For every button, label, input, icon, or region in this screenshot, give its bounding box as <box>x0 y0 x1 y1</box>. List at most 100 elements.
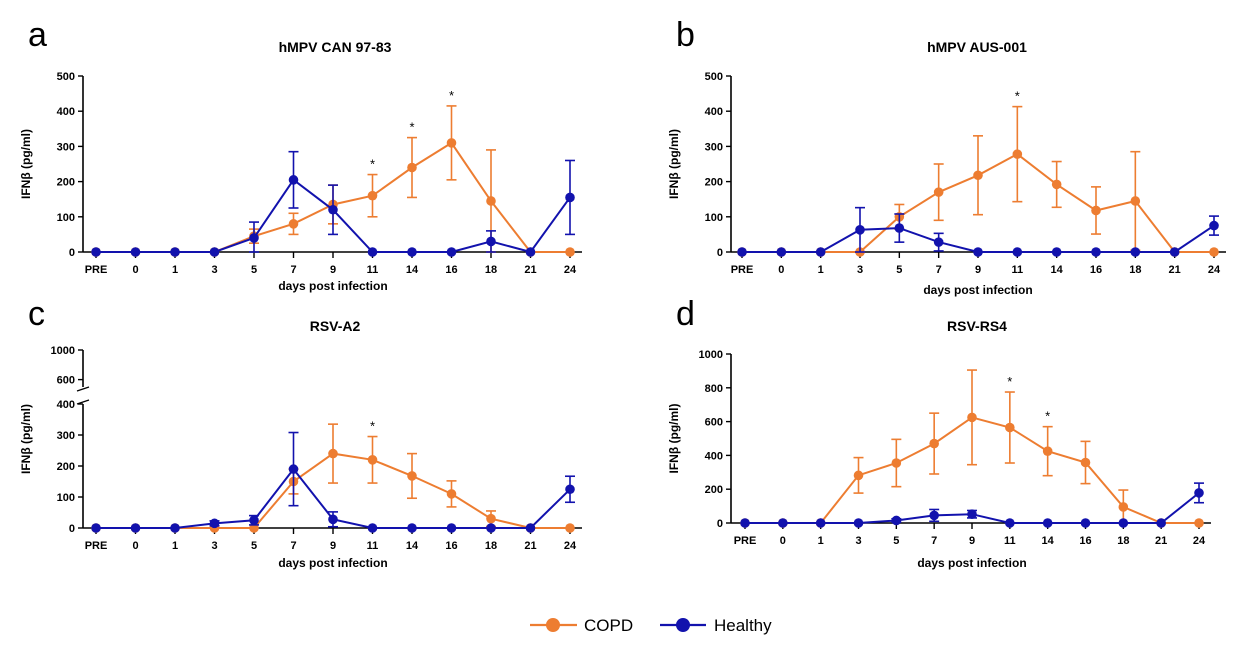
x-tick-label: 0 <box>132 264 138 276</box>
data-point <box>1042 446 1053 456</box>
significance-star: * <box>1045 409 1050 424</box>
data-point <box>565 247 575 257</box>
data-point <box>967 412 977 423</box>
data-point <box>209 247 220 257</box>
data-point <box>170 523 180 533</box>
x-tick-label: 0 <box>132 540 138 552</box>
x-tick-label: 24 <box>1193 535 1206 547</box>
y-tick-label: 0 <box>717 518 723 530</box>
data-point <box>565 192 575 203</box>
data-point <box>855 225 865 235</box>
data-point <box>929 510 939 521</box>
data-point <box>933 187 944 197</box>
x-tick-label: 18 <box>485 264 497 276</box>
data-point <box>1156 518 1166 528</box>
chart-panel-a: a hMPV CAN 97-83 0 100 200 300 400 500 PRE 0 1 3 5 7 9… <box>19 16 582 293</box>
y-tick-label: 300 <box>57 430 75 442</box>
x-tick-label: 24 <box>564 264 577 276</box>
series-healthy <box>737 206 1219 257</box>
panel-letter: d <box>676 295 695 333</box>
data-point <box>1194 518 1204 528</box>
data-point <box>1080 457 1091 468</box>
x-tick-label: 18 <box>485 540 497 552</box>
y-tick-label: 400 <box>705 106 723 118</box>
x-tick-label: 16 <box>1079 535 1091 547</box>
data-point <box>1091 247 1101 257</box>
data-point <box>1051 247 1062 257</box>
x-tick-label: 18 <box>1117 535 1129 547</box>
data-point <box>1080 518 1091 528</box>
data-point <box>525 523 536 533</box>
data-point <box>249 233 259 243</box>
data-point <box>967 509 977 520</box>
data-point <box>737 247 747 257</box>
x-tick-label: 11 <box>1004 535 1016 547</box>
data-point <box>1005 422 1015 433</box>
data-point <box>288 219 299 229</box>
significance-star: * <box>370 157 375 172</box>
data-point <box>328 204 338 215</box>
y-tick-label: 200 <box>705 484 723 496</box>
data-point <box>288 175 299 185</box>
y-axis-label: IFNβ (pg/ml) <box>19 129 33 199</box>
x-axis-label: days post infection <box>278 279 387 293</box>
data-point <box>486 513 496 524</box>
x-tick-label: 9 <box>330 540 336 552</box>
y-tick-label: 500 <box>57 71 75 83</box>
chart-panel-c: c RSV-A2 0 100 200 300 400 600 1000 PRE 0 1 3 5 7 9 11 14… <box>19 295 582 570</box>
series-healthy <box>740 482 1204 528</box>
x-tick-label: 0 <box>780 535 786 547</box>
data-point <box>446 138 457 148</box>
y-tick-label: 1000 <box>51 345 75 357</box>
y-tick-label: 200 <box>57 177 75 189</box>
data-point <box>407 162 417 173</box>
y-tick-label: 100 <box>57 492 75 504</box>
y-axis-label: IFNβ (pg/ml) <box>667 129 681 199</box>
x-tick-label: 3 <box>211 264 217 276</box>
legend: COPD Healthy <box>530 616 772 635</box>
y-tick-label: 400 <box>57 399 75 411</box>
x-tick-label: 7 <box>936 264 942 276</box>
legend-label: Healthy <box>714 616 772 635</box>
y-tick-label: 200 <box>705 177 723 189</box>
significance-star: * <box>449 88 454 103</box>
y-tick-label: 100 <box>57 212 75 224</box>
y-tick-label: 300 <box>57 141 75 153</box>
x-tick-label: 9 <box>975 264 981 276</box>
data-point <box>288 464 299 474</box>
chart-title: RSV-A2 <box>310 318 361 334</box>
x-tick-label: 11 <box>367 540 379 552</box>
x-tick-label: PRE <box>85 540 108 552</box>
significance-star: * <box>370 419 375 434</box>
x-tick-label: 14 <box>1051 264 1064 276</box>
y-axis-label: IFNβ (pg/ml) <box>667 404 681 474</box>
chart-panel-b: b hMPV AUS-001 0 100 200 300 400 500 PRE 0 1 3 5 7 9 11… <box>667 16 1226 297</box>
panel-letter: a <box>28 16 47 54</box>
data-point <box>894 223 905 233</box>
data-point <box>929 438 939 449</box>
series-copd <box>737 105 1219 257</box>
legend-marker <box>676 618 690 632</box>
legend-item-healthy: Healthy <box>660 616 772 635</box>
data-point <box>815 518 826 528</box>
data-point <box>1130 196 1141 206</box>
y-tick-label: 800 <box>705 383 723 395</box>
x-tick-label: 16 <box>445 264 457 276</box>
data-point <box>973 170 983 181</box>
data-point <box>1012 247 1023 257</box>
significance-star: * <box>1007 374 1012 389</box>
data-point <box>1091 205 1101 216</box>
series-healthy <box>91 150 575 257</box>
data-point <box>367 455 378 465</box>
data-point <box>170 247 180 257</box>
data-point <box>367 247 378 257</box>
x-tick-label: 3 <box>855 535 861 547</box>
significance-star: * <box>1015 89 1020 104</box>
data-point <box>130 247 141 257</box>
data-point <box>1130 247 1141 257</box>
data-point <box>407 247 417 257</box>
x-axis-label: days post infection <box>917 556 1026 570</box>
panel-letter: c <box>28 295 45 333</box>
x-axis-label: days post infection <box>278 556 387 570</box>
y-tick-label: 500 <box>705 71 723 83</box>
